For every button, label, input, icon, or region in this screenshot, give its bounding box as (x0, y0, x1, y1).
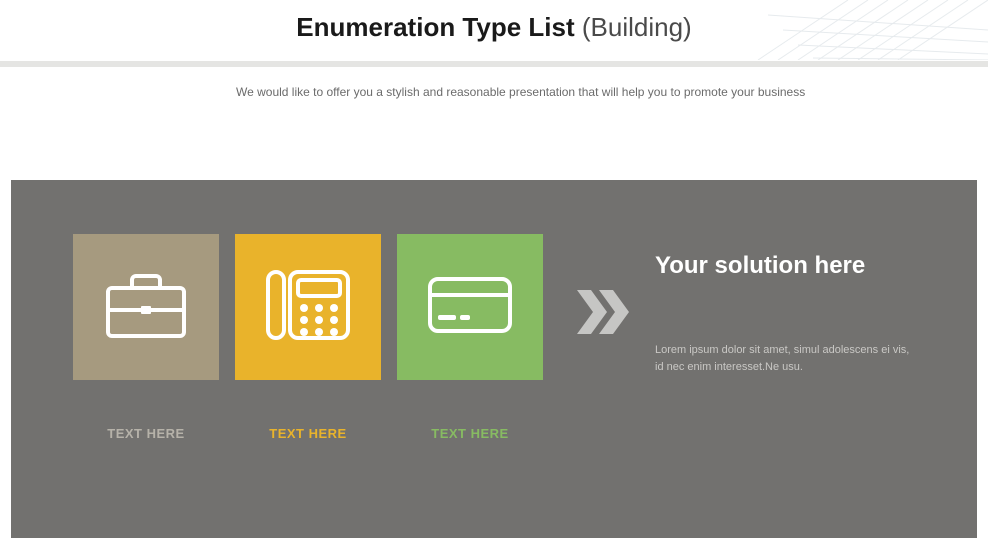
briefcase-icon (102, 270, 190, 345)
building-decoration (728, 0, 988, 60)
tile-box-2 (235, 234, 381, 380)
title-light: (Building) (575, 12, 692, 42)
tile-box-1 (73, 234, 219, 380)
tile-1: TEXT HERE (73, 234, 219, 441)
subtitle-text: We would like to offer you a stylish and… (0, 67, 988, 99)
tile-row: TEXT HERE (73, 234, 977, 441)
solution-block: Your solution here Lorem ipsum dolor sit… (655, 234, 915, 375)
title-bold: Enumeration Type List (296, 12, 574, 42)
tile-label-3: TEXT HERE (431, 426, 508, 441)
tile-3: TEXT HERE (397, 234, 543, 441)
tile-label-2: TEXT HERE (269, 426, 346, 441)
solution-title: Your solution here (655, 252, 915, 280)
phone-keypad-icon (262, 264, 354, 351)
solution-body: Lorem ipsum dolor sit amet, simul adoles… (655, 342, 915, 375)
header: Enumeration Type List (Building) (0, 0, 988, 53)
credit-card-icon (424, 273, 516, 342)
arrow-icon (577, 290, 637, 339)
tile-2: TEXT HERE (235, 234, 381, 441)
tile-box-3 (397, 234, 543, 380)
content-panel: TEXT HERE (11, 180, 977, 538)
tile-label-1: TEXT HERE (107, 426, 184, 441)
